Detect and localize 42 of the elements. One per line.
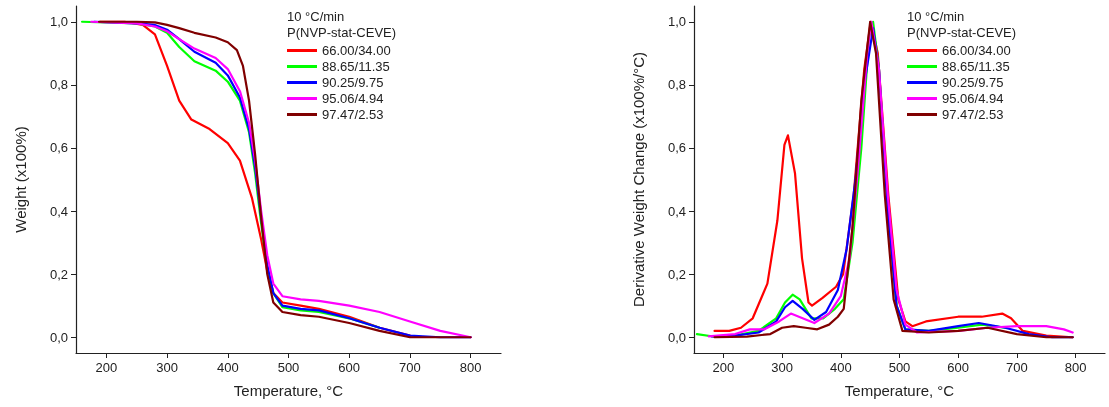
x-tick-label: 400 [216,360,239,375]
legend-label: 97.47/2.53 [942,107,1004,122]
y-tick-label: 0,0 [667,329,686,345]
y-tick-label: 0,2 [49,266,68,282]
legend-label: 66.00/34.00 [942,43,1011,58]
y-axis-title: Derivative Weight Change (x100%/°C) [630,52,647,307]
x-tick-label: 500 [888,360,911,375]
legend-label: 95.06/4.94 [322,91,384,106]
legend-label: 90.25/9.75 [942,75,1004,90]
legend-label: 88.65/11.35 [322,59,390,74]
y-tick-label: 0,4 [667,203,686,219]
x-tick-label: 600 [338,360,361,375]
x-axis-title: Temperature, °C [844,382,955,399]
legend-label: 90.25/9.75 [322,75,384,90]
x-tick-label: 600 [947,360,970,375]
x-tick-label: 400 [829,360,852,375]
x-tick-label: 800 [459,360,482,375]
y-tick-label: 0,8 [667,77,686,93]
y-tick-label: 1,0 [667,14,686,30]
legend-label: 88.65/11.35 [942,59,1010,74]
legend-title: 10 °C/min P(NVP-stat-CEVE) [907,8,1017,40]
y-tick-label: 0,6 [667,140,686,156]
y-tick-label: 1,0 [49,14,68,30]
x-tick-label: 500 [277,360,300,375]
x-tick-label: 700 [399,360,421,375]
x-tick-label: 800 [1064,360,1087,375]
y-tick-label: 0,4 [49,203,68,219]
x-axis-title: Temperature, °C [233,382,344,399]
legend-label: 95.06/4.94 [942,91,1004,106]
legend-label: 97.47/2.53 [322,107,384,122]
x-tick-label: 700 [1006,360,1028,375]
legend-label: 66.00/34.00 [322,43,391,58]
y-tick-label: 0,6 [49,140,68,156]
y-axis-title: Weight (x100%) [12,126,29,233]
x-tick-label: 300 [156,360,178,375]
y-tick-label: 0,8 [49,77,68,93]
y-tick-label: 0,2 [667,266,686,282]
y-tick-label: 0,0 [49,329,68,345]
x-tick-label: 200 [712,360,735,375]
legend-title: 10 °C/min P(NVP-stat-CEVE) [287,8,397,40]
x-tick-label: 300 [771,360,793,375]
x-tick-label: 200 [95,360,118,375]
